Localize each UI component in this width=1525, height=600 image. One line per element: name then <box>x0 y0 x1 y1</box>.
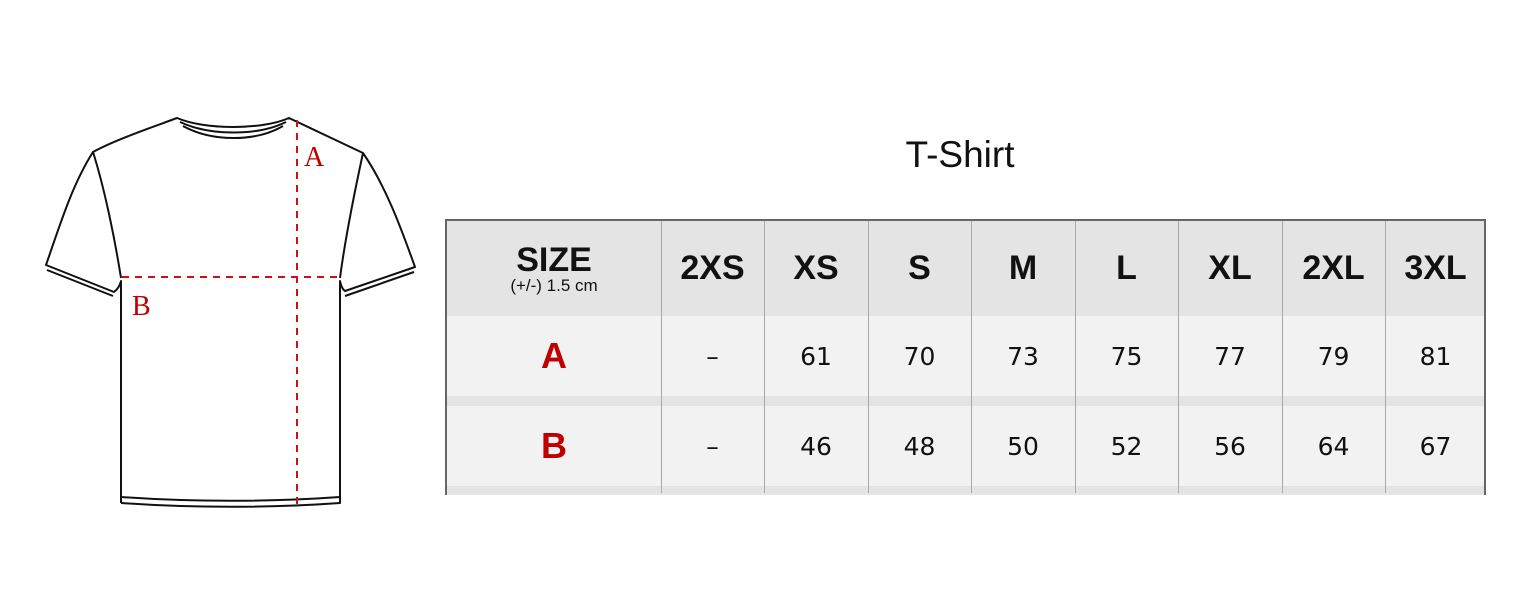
table-band <box>447 316 1484 396</box>
collar <box>179 121 287 134</box>
measurement-cell: 67 <box>1419 431 1452 461</box>
measurement-cell: 48 <box>903 431 936 461</box>
table-band <box>447 221 1484 316</box>
measurement-cell: 61 <box>800 341 832 371</box>
row-label-a: A <box>541 335 567 376</box>
measurement-cell: – <box>706 341 719 371</box>
size-header-cell: SIZE (+/-) 1.5 cm <box>447 221 661 316</box>
measurement-cell: 64 <box>1317 431 1350 461</box>
tolerance-note: (+/-) 1.5 cm <box>510 276 598 295</box>
column-divider <box>764 221 765 493</box>
tshirt-diagram: A B <box>45 117 416 510</box>
measurement-cell: 70 <box>903 341 936 371</box>
column-divider <box>1282 221 1283 493</box>
measurement-cell: 52 <box>1110 431 1143 461</box>
measurement-cell: 77 <box>1214 341 1246 371</box>
size-column-header: 2XS <box>680 249 745 287</box>
left-seam <box>92 151 122 279</box>
column-divider <box>661 221 662 493</box>
column-divider <box>1385 221 1386 493</box>
column-divider <box>1178 221 1179 493</box>
size-column-header: XL <box>1208 249 1252 287</box>
measurement-cell: 81 <box>1419 341 1452 371</box>
measurement-cell: 73 <box>1007 341 1039 371</box>
measurement-cell: – <box>706 431 719 461</box>
label-b: B <box>132 291 151 322</box>
column-divider <box>868 221 869 493</box>
right-seam <box>339 152 364 279</box>
column-divider <box>1075 221 1076 493</box>
size-column-header: S <box>908 249 931 287</box>
bottom-hem <box>120 497 341 508</box>
table-band <box>447 486 1484 495</box>
measurement-cell: 46 <box>800 431 832 461</box>
measurement-cell: 79 <box>1317 341 1350 371</box>
table-band <box>447 396 1484 406</box>
label-a: A <box>304 142 325 173</box>
row-label-b: B <box>541 425 567 466</box>
size-column-header: XS <box>793 249 839 287</box>
tshirt-outline <box>45 117 416 502</box>
measurement-cell: 56 <box>1214 431 1246 461</box>
size-column-header: 2XL <box>1302 249 1365 287</box>
collar-inner <box>182 125 284 139</box>
size-table: SIZE (+/-) 1.5 cm 2XS XS S M L XL 2XL 3XL A – 61 70 73… <box>445 219 1486 495</box>
size-header-label: SIZE <box>516 241 592 279</box>
measurement-cell: 50 <box>1007 431 1039 461</box>
right-sleeve-hem <box>344 271 415 297</box>
chart-title: T-Shirt <box>905 134 1015 175</box>
left-sleeve-hem <box>46 269 114 297</box>
size-column-header: 3XL <box>1404 249 1467 287</box>
column-divider <box>971 221 972 493</box>
size-column-header: L <box>1116 249 1137 287</box>
size-column-header: M <box>1008 249 1038 287</box>
table-band <box>447 406 1484 486</box>
measurement-cell: 75 <box>1110 341 1143 371</box>
